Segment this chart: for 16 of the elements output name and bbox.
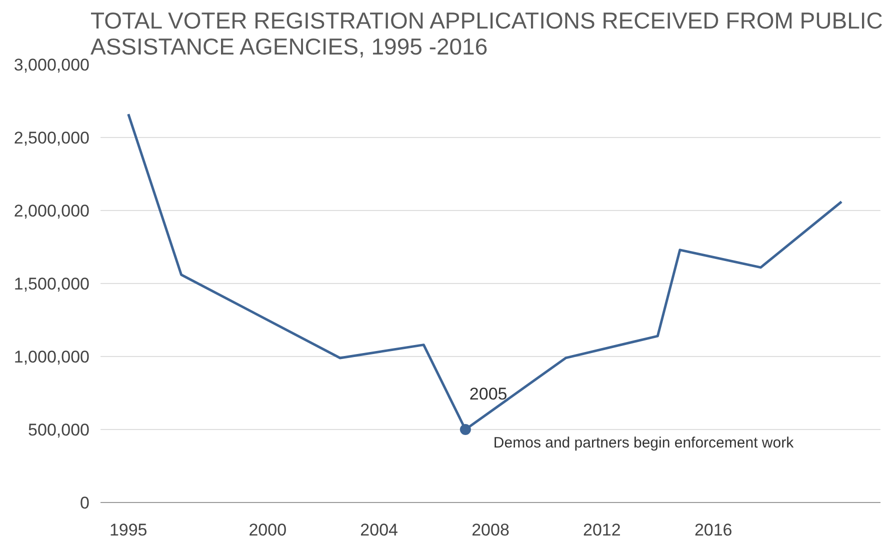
x-tick-label: 2000 xyxy=(248,520,287,540)
y-tick-label: 2,500,000 xyxy=(14,128,90,148)
x-tick-label: 1995 xyxy=(109,520,148,540)
y-tick-label: 3,000,000 xyxy=(14,56,90,74)
annotation: 2005 xyxy=(469,384,508,404)
y-tick-label: 2,000,000 xyxy=(14,202,90,220)
y-tick-label: 0 xyxy=(80,494,90,512)
x-tick-label: 2012 xyxy=(583,520,621,540)
x-tick-label: 2004 xyxy=(360,520,398,540)
y-tick-label: 1,000,000 xyxy=(14,348,90,366)
y-tick-label: 500,000 xyxy=(28,420,90,440)
annotation: Demos and partners begin enforcement work xyxy=(493,434,794,452)
x-tick-label: 2008 xyxy=(472,520,510,540)
x-tick-label: 2016 xyxy=(694,520,732,540)
chart-title: TOTAL VOTER REGISTRATION APPLICATIONS RECEIVED FROM PUBLIC ASSISTANCE AGENCIES, 1995 -2016 xyxy=(90,8,883,60)
y-tick-label: 1,500,000 xyxy=(14,274,90,294)
